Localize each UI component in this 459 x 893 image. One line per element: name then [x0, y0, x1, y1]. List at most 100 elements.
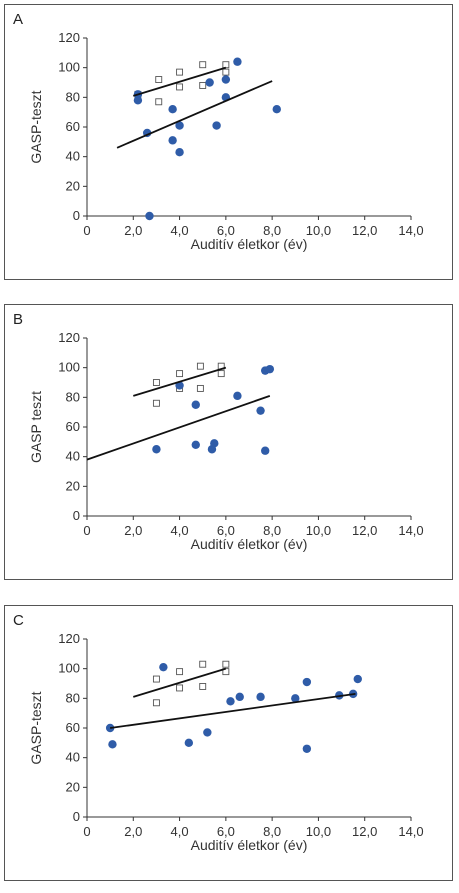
x-tick-label: 14,0: [398, 824, 423, 839]
open-square-point: [152, 379, 160, 386]
trend-line-open-squares: [133, 366, 227, 397]
filled-circle-point: [159, 662, 168, 672]
x-tick-label: 8,0: [263, 223, 281, 238]
open-square-point: [199, 61, 207, 69]
x-tick-label: 12,0: [352, 523, 377, 538]
panel-label: B: [13, 311, 24, 328]
x-tick-label: 0: [83, 523, 90, 538]
filled-circle-point: [302, 744, 312, 753]
open-square-point: [176, 668, 184, 676]
filled-circle-point: [226, 697, 235, 706]
open-square-point: [199, 683, 207, 690]
x-tick-label: 14,0: [398, 223, 423, 238]
x-axis-title: Auditív életkor (év): [191, 837, 308, 853]
filled-circle-point: [221, 75, 231, 84]
scatter-plot-b: 0 20 40 60 80 100 120 0 2,0 4,0 6,0 8,0 10,0 12,0 14,0…: [28, 330, 424, 552]
x-tick-label: 14,0: [398, 523, 423, 538]
x-tick-label: 12,0: [352, 824, 377, 839]
y-tick-label: 100: [58, 60, 80, 75]
x-tick-label: 8,0: [263, 824, 281, 839]
open-square-point: [199, 660, 207, 668]
open-square-point: [222, 61, 230, 69]
x-tick-label: 6,0: [217, 523, 235, 538]
open-square-point: [196, 362, 204, 370]
x-tick-label: 2,0: [124, 523, 142, 538]
filled-circle-point: [184, 738, 194, 748]
y-tick-label: 20: [66, 178, 80, 193]
open-square-point: [222, 660, 230, 668]
trend-line-filled-circles: [86, 395, 271, 461]
x-axis-title: Auditív életkor (év): [191, 236, 308, 252]
filled-circle-point: [203, 728, 212, 737]
x-tick-label: 6,0: [217, 223, 235, 238]
x-tick-label: 8,0: [263, 523, 281, 538]
filled-circle-point: [261, 446, 270, 455]
filled-circle-point: [168, 136, 177, 145]
y-axis-title: GASP-teszt: [28, 691, 44, 764]
trend-line-open-squares: [133, 66, 227, 97]
filled-circle-point: [191, 400, 200, 409]
x-tick-label: 4,0: [171, 223, 189, 238]
trend-line-open-squares: [133, 667, 227, 698]
open-square-point: [152, 675, 160, 683]
y-tick-label: 120: [58, 631, 80, 646]
y-tick-label: 0: [73, 508, 80, 523]
filled-circle-point: [233, 391, 242, 401]
filled-circle-point: [302, 677, 312, 687]
open-square-point: [176, 370, 184, 378]
scatter-plot-c: 0 20 40 60 80 100 120 0 2,0 4,0 6,0 8,0 10,0 12,0 14,0…: [28, 631, 424, 853]
x-tick-label: 4,0: [171, 824, 189, 839]
filled-circle-point: [291, 694, 300, 703]
open-square-point: [152, 699, 160, 707]
filled-circle-point: [265, 364, 275, 374]
x-tick-label: 10,0: [306, 523, 331, 538]
y-tick-label: 80: [66, 89, 80, 104]
filled-circle-point: [152, 445, 161, 454]
y-axis-title: GASP-teszt: [28, 90, 44, 163]
y-tick-label: 40: [66, 750, 80, 765]
y-tick-label: 0: [73, 208, 80, 223]
x-tick-label: 2,0: [124, 223, 142, 238]
y-tick-label: 80: [66, 389, 80, 404]
chart-panel-c: C 0 20 40 60 80 100 120 0 2,0 4,0 6,0 8,0 10,0 12,0 14…: [4, 605, 453, 881]
filled-circle-point: [175, 121, 184, 130]
y-tick-label: 0: [73, 809, 80, 824]
filled-circle-point: [256, 406, 265, 415]
open-square-point: [196, 384, 204, 392]
filled-circle-point: [175, 148, 184, 157]
filled-circle-point: [235, 692, 244, 702]
y-tick-label: 80: [66, 690, 80, 705]
filled-circle-point: [256, 692, 265, 702]
trend-line-filled-circles: [116, 80, 273, 149]
chart-panel-a: A 0 20 40 60 80 100 120 0 2,0 4,0 6,0 8,0 10,0 12,0 14…: [4, 4, 453, 280]
filled-circle-point: [191, 440, 200, 449]
y-tick-label: 60: [66, 119, 80, 134]
open-square-point: [176, 68, 184, 76]
x-tick-label: 12,0: [352, 223, 377, 238]
open-square-point: [176, 684, 184, 692]
y-tick-label: 40: [66, 149, 80, 164]
y-tick-label: 120: [58, 330, 80, 345]
filled-circle-point: [210, 439, 219, 448]
x-tick-label: 0: [83, 824, 90, 839]
filled-circle-point: [212, 121, 221, 130]
open-square-point: [152, 399, 160, 407]
y-tick-label: 120: [58, 30, 80, 45]
open-square-point: [155, 98, 163, 106]
y-tick-label: 40: [66, 449, 80, 464]
panel-label: C: [13, 612, 24, 629]
filled-circle-point: [175, 381, 184, 390]
x-tick-label: 10,0: [306, 824, 331, 839]
x-tick-label: 6,0: [217, 824, 235, 839]
open-square-point: [217, 370, 225, 378]
filled-circle-point: [272, 105, 281, 114]
chart-panel-b: B 0 20 40 60 80 100 120 0 2,0 4,0 6,0 8,0 10,0 12,0 14…: [4, 304, 453, 580]
x-tick-label: 2,0: [124, 824, 142, 839]
panel-label: A: [13, 11, 24, 28]
x-tick-label: 0: [83, 223, 90, 238]
filled-circle-point: [133, 96, 143, 105]
filled-circle-point: [108, 740, 117, 749]
x-axis-title: Auditív életkor (év): [191, 536, 308, 552]
y-tick-label: 100: [58, 661, 80, 676]
y-tick-label: 60: [66, 419, 80, 434]
